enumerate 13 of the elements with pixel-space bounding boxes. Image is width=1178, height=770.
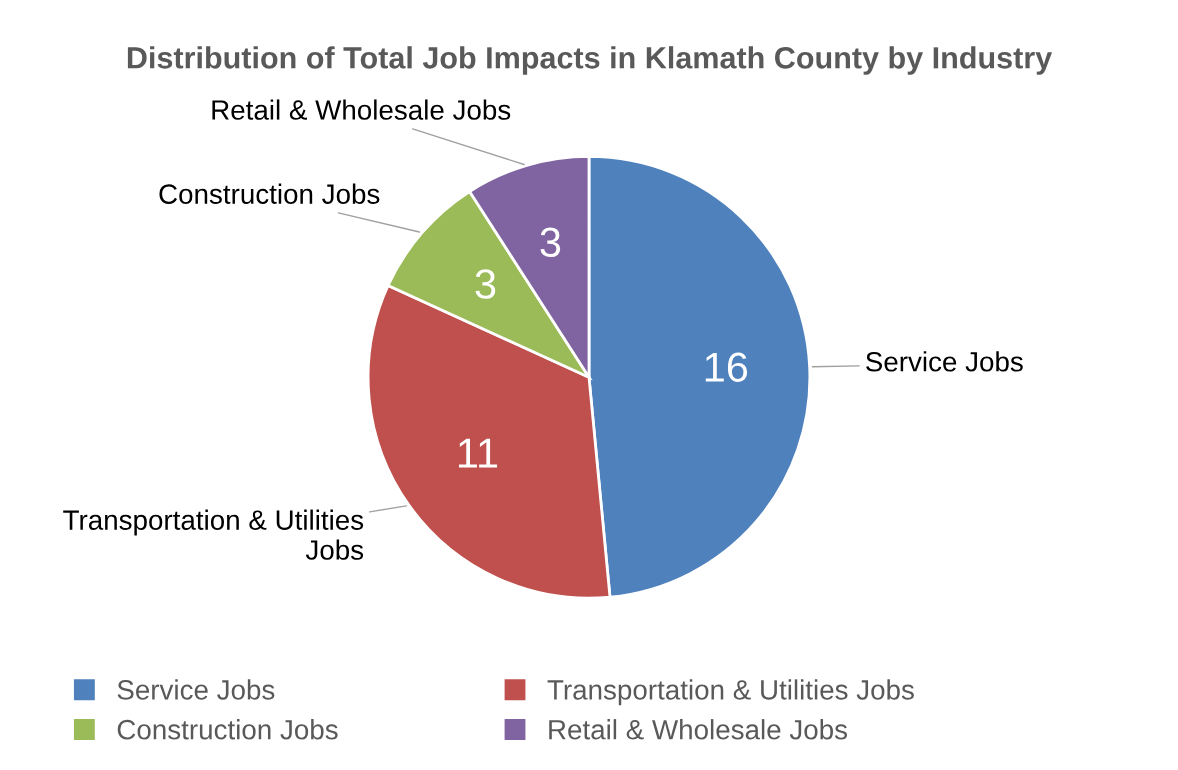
slice-label: Construction Jobs [159, 183, 380, 204]
data-label: 3 [540, 227, 561, 258]
data-label: 11 [458, 438, 498, 468]
data-label: 16 [705, 352, 748, 382]
legend-label: Construction Jobs [117, 719, 338, 740]
legend-label: Transportation & Utilities Jobs [547, 679, 914, 706]
slice-label: Retail & Wholesale Jobs [212, 99, 511, 120]
slice-label: Transportation & Utilities Jobs [63, 509, 364, 560]
legend-label: Service Jobs [117, 679, 275, 700]
data-label: 3 [475, 269, 496, 299]
slice-label: Service Jobs [866, 351, 1023, 372]
chart-title: Distribution of Total Job Impacts in Klamath County by Industry [127, 46, 1053, 75]
legend-label: Retail & Wholesale Jobs [549, 719, 848, 740]
